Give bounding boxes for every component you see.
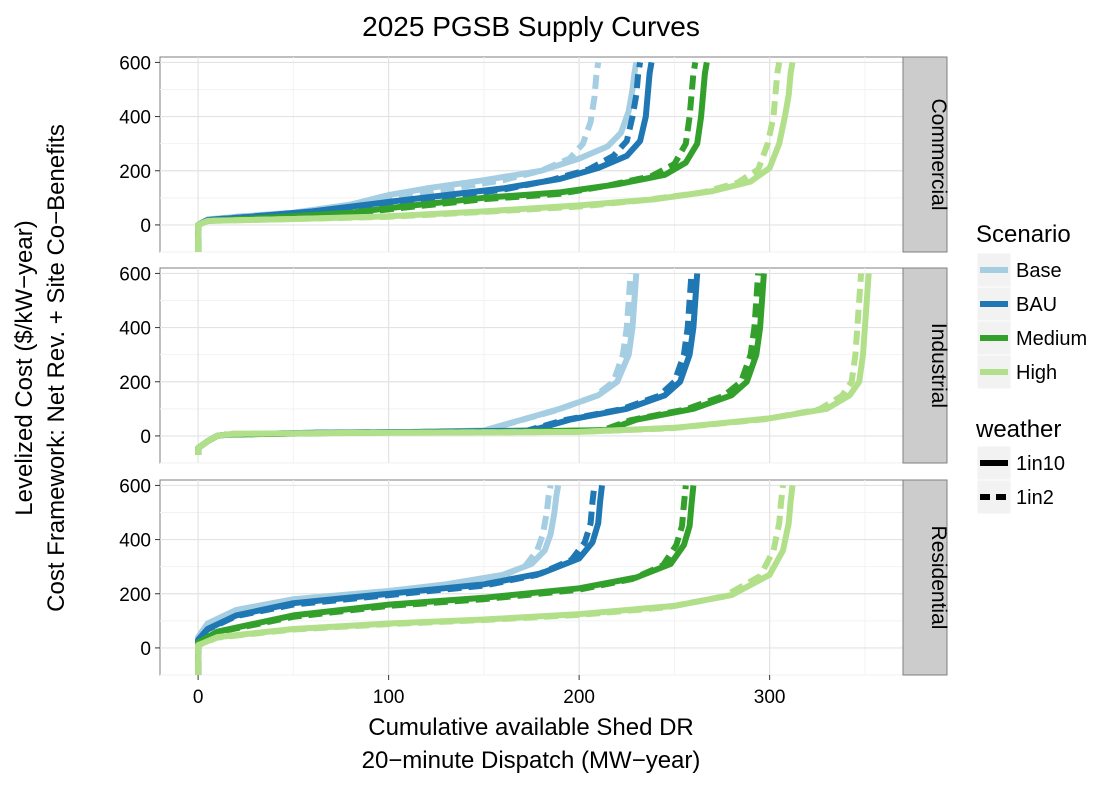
- x-axis-label-line-1: Cumulative available Shed DR: [368, 714, 694, 741]
- series-line-bau-1in2: [195, 485, 598, 675]
- facet-strip: [902, 56, 948, 253]
- series-line-medium-1in2: [195, 485, 689, 675]
- facet-strip-label-industrial: Industrial: [927, 323, 950, 408]
- y-tick-label: 0: [140, 427, 151, 448]
- series-line-high-1in2: [195, 485, 786, 675]
- series-line-high-1in2: [195, 273, 865, 455]
- x-tick-label: 200: [563, 687, 595, 708]
- series-group: [195, 273, 872, 455]
- panel-commercial: 0 200 400 600 Commercial: [119, 53, 950, 253]
- y-tick-label: 200: [119, 373, 151, 394]
- legend-label-1in2: 1in2: [1016, 487, 1054, 509]
- facet-strip-label-residential: Residential: [927, 526, 950, 630]
- x-axis: 0 100 200 300: [193, 675, 786, 708]
- facet-strip: [902, 267, 948, 464]
- y-tick-label: 400: [119, 108, 151, 129]
- series-group: [195, 484, 796, 675]
- series-line-high-1in2: [195, 61, 783, 252]
- facet-strip-label-commercial: Commercial: [927, 98, 950, 210]
- legend-scenario-entries: Base BAU Medium High: [976, 252, 1087, 390]
- y-tick-label: 600: [119, 476, 151, 497]
- legend-weather-title: weather: [975, 416, 1061, 443]
- series-group: [195, 61, 796, 252]
- legend-label-medium: Medium: [1016, 328, 1087, 350]
- y-axis-label-line-1: Levelized Cost ($/kW−year): [11, 220, 38, 515]
- legend-label-base: Base: [1016, 260, 1062, 282]
- x-tick-label: 0: [193, 687, 204, 708]
- panel-residential: 0 200 400 600 Residential: [119, 476, 950, 676]
- x-axis-label-line-2: 20−minute Dispatch (MW−year): [362, 747, 701, 774]
- legend: Scenario Base BAU Medium High weather 1in10…: [975, 221, 1087, 515]
- y-axis-label-line-2: Cost Framework: Net Rev. + Site Co−Benef…: [43, 124, 70, 612]
- legend-weather-entries: 1in10 1in2: [976, 445, 1065, 515]
- legend-label-bau: BAU: [1016, 294, 1057, 316]
- series-line-base-1in2: [195, 484, 554, 675]
- legend-scenario-title: Scenario: [976, 221, 1071, 248]
- y-tick-label: 400: [119, 531, 151, 552]
- y-tick-label: 0: [140, 216, 151, 237]
- x-tick-label: 100: [373, 687, 405, 708]
- facet-panels: 0 200 400 600 Commercial 0 200 400 600 Industrial…: [119, 53, 950, 676]
- y-tick-label: 400: [119, 319, 151, 340]
- facet-strip: [902, 479, 948, 676]
- y-tick-label: 600: [119, 53, 151, 74]
- x-tick-label: 300: [754, 687, 786, 708]
- y-tick-label: 200: [119, 585, 151, 606]
- y-tick-label: 200: [119, 162, 151, 183]
- legend-label-high: High: [1016, 362, 1057, 384]
- legend-label-1in10: 1in10: [1016, 453, 1065, 475]
- y-tick-label: 0: [140, 639, 151, 660]
- y-tick-label: 600: [119, 264, 151, 285]
- panel-industrial: 0 200 400 600 Industrial: [119, 264, 950, 464]
- series-line-bau-1in2: [195, 61, 644, 252]
- chart-title: 2025 PGSB Supply Curves: [362, 11, 700, 42]
